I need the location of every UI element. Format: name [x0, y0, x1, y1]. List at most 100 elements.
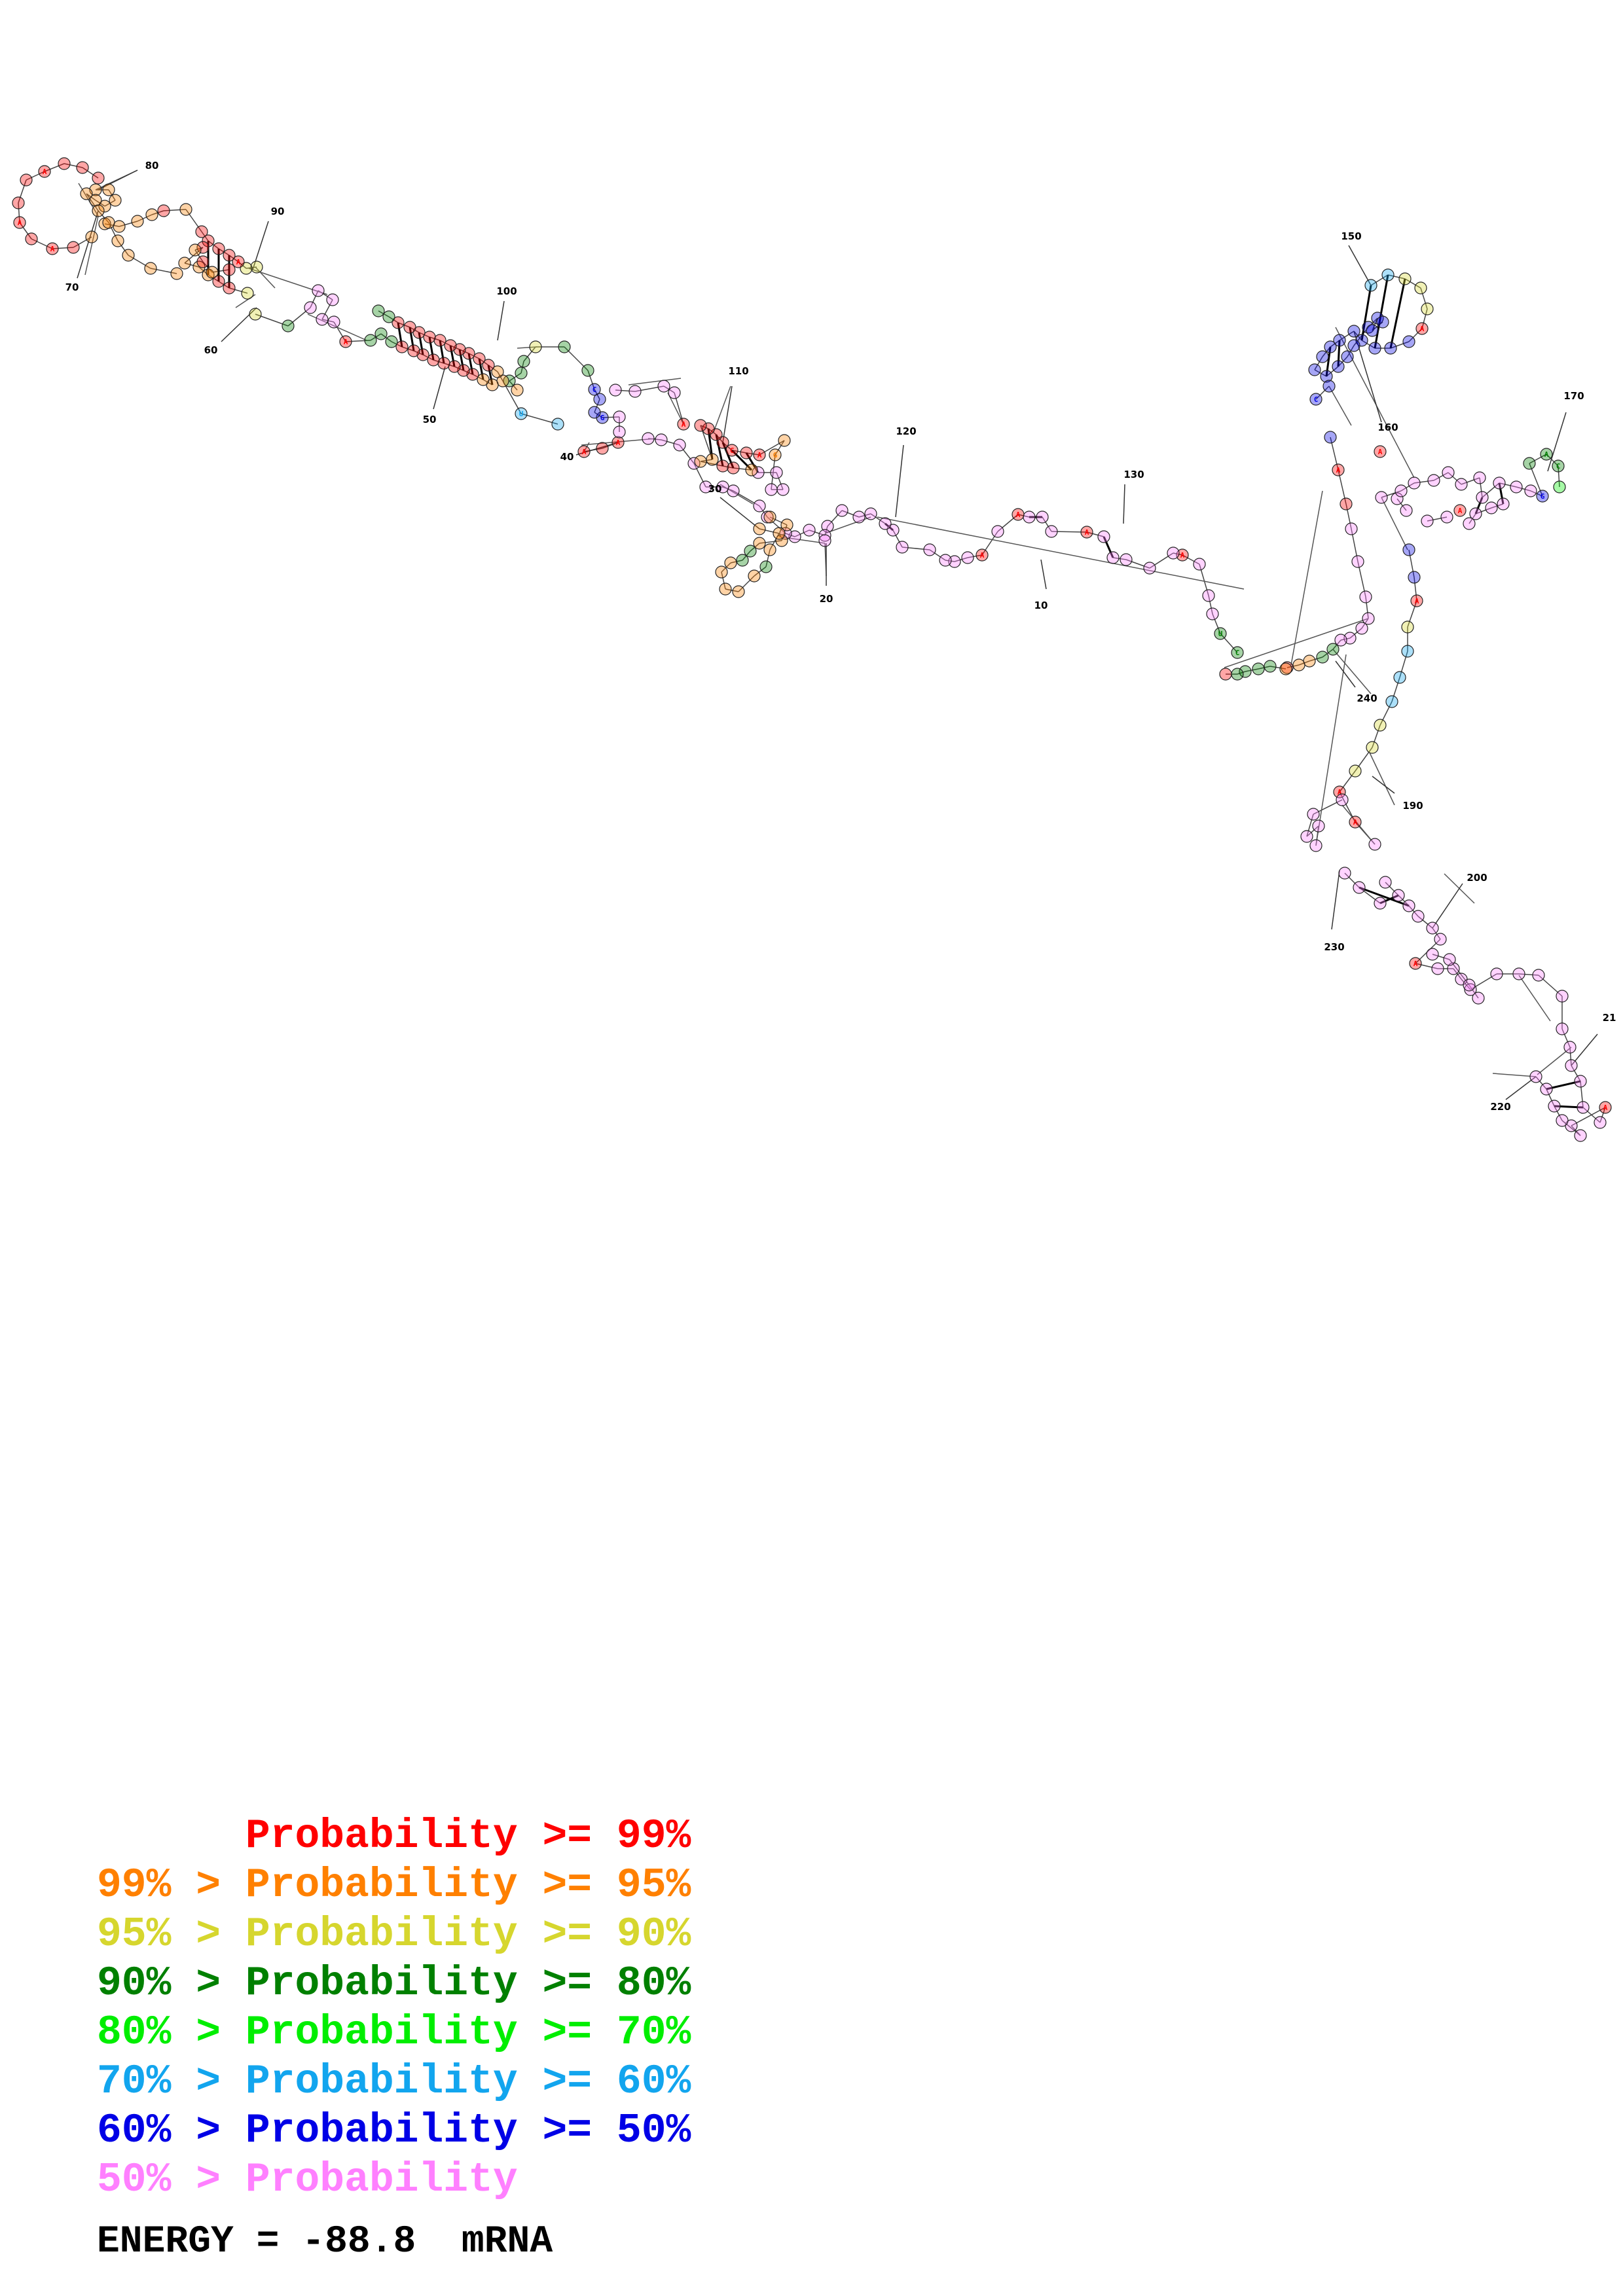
backbone-segment [1516, 486, 1531, 492]
nucleotide [423, 331, 436, 344]
svg-text:U: U [519, 410, 524, 418]
nucleotide [111, 234, 124, 247]
nucleotide [1414, 281, 1427, 295]
nucleotide [759, 560, 773, 573]
nucleotide: A [38, 165, 51, 178]
nucleotide [753, 537, 766, 550]
position-tick [221, 307, 257, 342]
nucleotide [58, 157, 71, 170]
nucleotide [1231, 668, 1244, 681]
nucleotide [1023, 511, 1036, 524]
nucleotide [780, 518, 793, 531]
svg-text:A: A [1413, 960, 1418, 968]
nucleotide [491, 365, 504, 378]
rna-secondary-structure: C U A A A A G A C A A A G C U A A A A A A C A A A A A A A G A C A 10 20 30 4… [12, 157, 1616, 1142]
nucleotide [457, 364, 470, 377]
nucleotide [515, 367, 528, 380]
legend-text: Probability >= 99% [245, 1813, 691, 1859]
backbone-segment [1475, 507, 1492, 514]
nucleotide [312, 284, 325, 297]
backbone-segment [1086, 531, 1104, 537]
backbone-segment [827, 510, 843, 527]
nucleotide [736, 554, 749, 567]
backbone-segment [954, 557, 968, 562]
backbone-segment [776, 472, 784, 490]
backbone-segment [1112, 557, 1127, 560]
backbone-segment [238, 261, 247, 269]
nucleotide [1574, 1129, 1587, 1142]
nucleotide [1421, 302, 1434, 315]
position-tick [895, 444, 904, 518]
nucleotide: A [976, 548, 989, 562]
nucleotide [596, 442, 609, 455]
nucleotide [1193, 558, 1206, 571]
backbone-segment [733, 490, 760, 507]
backbone-segment [52, 247, 74, 249]
molecule-type: mRNA [461, 2221, 553, 2263]
nucleotide [1523, 457, 1536, 470]
backbone-segment [1479, 477, 1483, 498]
backbone-link [1537, 1047, 1572, 1075]
backbone-segment [722, 465, 734, 469]
nucleotide: A [577, 445, 591, 458]
nucleotide [1312, 819, 1325, 833]
legend-text: Probability >= 60% [245, 2058, 691, 2105]
svg-text:A: A [1338, 788, 1342, 797]
backbone-segment [841, 510, 860, 518]
backbone-segment [733, 467, 752, 471]
nucleotide [1379, 876, 1392, 889]
nucleotide [1431, 962, 1444, 975]
nucleotide [715, 565, 728, 579]
nucleotide [145, 208, 158, 221]
backbone-segment [1385, 882, 1399, 896]
position-tick [1505, 1076, 1537, 1100]
nucleotide [92, 204, 105, 217]
backbone-segment [1561, 1028, 1571, 1048]
svg-text:A: A [43, 168, 47, 176]
nucleotide [122, 249, 135, 262]
nucleotide [803, 524, 816, 537]
backbone-segment [1340, 637, 1351, 641]
nucleotide [372, 304, 385, 317]
svg-text:A: A [1085, 528, 1089, 537]
nucleotide [1510, 480, 1523, 493]
nucleotide: A [677, 418, 690, 431]
svg-text:C: C [730, 446, 735, 455]
backbone-segment [1391, 677, 1400, 702]
backbone-segment [454, 366, 464, 371]
backbone-segment [1461, 978, 1471, 990]
backbone-segment [1499, 482, 1517, 488]
backbone-segment [1347, 345, 1355, 357]
nucleotide [1355, 622, 1368, 635]
position-label: 21 [1603, 1012, 1616, 1024]
nucleotide [1326, 643, 1340, 656]
nucleotide [1401, 620, 1414, 634]
nucleotide [249, 308, 262, 321]
nucleotide [1364, 279, 1377, 292]
nucleotide [282, 319, 295, 332]
svg-text:A: A [18, 219, 22, 227]
base-pair-bond [1337, 340, 1341, 367]
backbone-segment [809, 529, 826, 536]
position-label: 50 [423, 414, 437, 425]
nucleotide: A [1012, 508, 1025, 521]
backbone-segment [388, 316, 399, 323]
position-label: 100 [496, 285, 517, 297]
legend-prefix: 70% > [97, 2058, 246, 2105]
backbone-segment [19, 222, 32, 240]
nucleotide [529, 340, 542, 353]
nucleotide [864, 507, 877, 520]
legend-text: Probability >= 50% [245, 2108, 691, 2154]
nucleotide [102, 216, 115, 229]
nucleotide [1427, 474, 1440, 487]
backbone-segment [661, 439, 680, 446]
backbone-segment [1345, 503, 1352, 529]
svg-text:A: A [1415, 597, 1419, 605]
nucleotide [1447, 962, 1460, 975]
nucleotide: A [1453, 504, 1467, 517]
nucleotide [113, 220, 126, 233]
nucleotide [102, 183, 115, 196]
nucleotide [67, 241, 80, 254]
nucleotide [1292, 658, 1305, 672]
nucleotide [961, 551, 974, 564]
